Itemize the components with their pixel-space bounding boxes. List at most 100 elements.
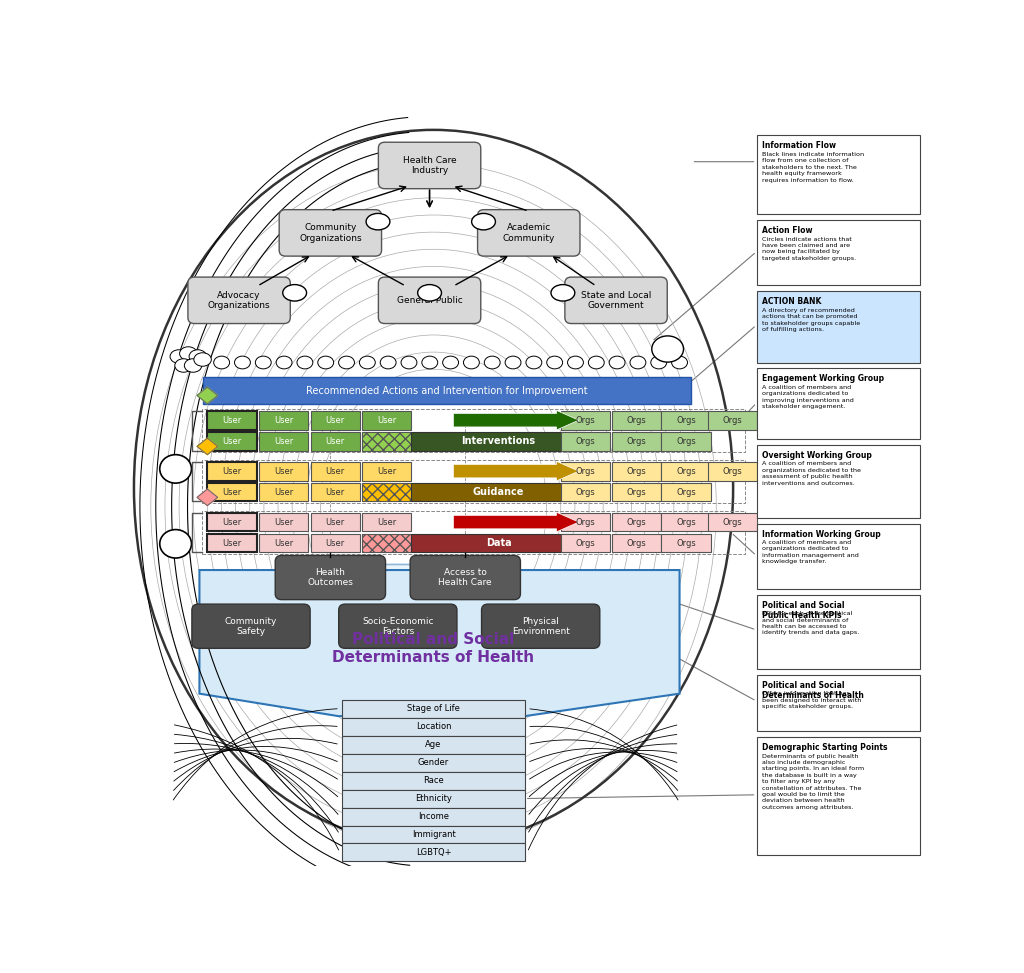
- Ellipse shape: [276, 356, 292, 369]
- FancyArrow shape: [454, 513, 579, 532]
- Bar: [560, 483, 609, 501]
- Bar: [362, 483, 412, 501]
- Text: User: User: [222, 437, 242, 446]
- Bar: [758, 369, 920, 439]
- Bar: [412, 432, 586, 450]
- Text: Recommended Actions and Intervention for Improvement: Recommended Actions and Intervention for…: [306, 386, 588, 396]
- FancyBboxPatch shape: [339, 604, 457, 648]
- Bar: [560, 534, 609, 553]
- Text: Community
Safety: Community Safety: [225, 617, 278, 636]
- Text: Determinants of public health
also include demographic
starting points. In an id: Determinants of public health also inclu…: [762, 753, 864, 810]
- Bar: [310, 513, 359, 531]
- Text: Orgs: Orgs: [627, 467, 646, 476]
- Bar: [202, 410, 745, 452]
- Bar: [662, 411, 711, 429]
- Bar: [342, 700, 525, 718]
- Ellipse shape: [505, 356, 521, 369]
- Bar: [560, 411, 609, 429]
- Ellipse shape: [317, 356, 334, 369]
- Text: Data: Data: [485, 538, 511, 548]
- Ellipse shape: [339, 356, 354, 369]
- Bar: [758, 595, 920, 668]
- Bar: [259, 411, 308, 429]
- Bar: [342, 718, 525, 736]
- Text: Orgs: Orgs: [575, 467, 595, 476]
- Ellipse shape: [526, 356, 542, 369]
- FancyBboxPatch shape: [379, 277, 480, 324]
- Text: Orgs: Orgs: [627, 487, 646, 496]
- FancyBboxPatch shape: [280, 209, 382, 256]
- Text: User: User: [326, 467, 345, 476]
- Bar: [342, 772, 525, 789]
- FancyBboxPatch shape: [481, 604, 600, 648]
- Bar: [207, 483, 257, 501]
- Text: Age: Age: [425, 740, 441, 749]
- Ellipse shape: [179, 346, 197, 360]
- Text: Political and Social
Public Health KPIs: Political and Social Public Health KPIs: [762, 600, 845, 620]
- Bar: [709, 513, 758, 531]
- Text: Orgs: Orgs: [676, 467, 695, 476]
- Text: User: User: [222, 415, 242, 424]
- Ellipse shape: [255, 356, 271, 369]
- Bar: [342, 825, 525, 844]
- Text: LGBTQ+: LGBTQ+: [416, 848, 452, 857]
- Text: Orgs: Orgs: [575, 539, 595, 548]
- Text: A directory of recommended
actions that can be promoted
to stakeholder groups ca: A directory of recommended actions that …: [762, 307, 860, 332]
- Text: Orgs: Orgs: [676, 437, 695, 446]
- Text: User: User: [274, 437, 293, 446]
- Ellipse shape: [283, 284, 306, 301]
- Text: Oversight Working Group: Oversight Working Group: [762, 450, 872, 460]
- Ellipse shape: [184, 359, 202, 373]
- FancyBboxPatch shape: [411, 556, 520, 599]
- Text: Orgs: Orgs: [575, 487, 595, 496]
- Bar: [207, 462, 257, 481]
- Bar: [758, 135, 920, 214]
- Ellipse shape: [170, 349, 187, 363]
- Ellipse shape: [589, 356, 604, 369]
- Text: User: User: [274, 467, 293, 476]
- Text: User: User: [326, 539, 345, 548]
- Bar: [202, 511, 745, 554]
- Ellipse shape: [609, 356, 625, 369]
- Text: User: User: [326, 437, 345, 446]
- Text: Orgs: Orgs: [575, 415, 595, 424]
- Text: Information Flow: Information Flow: [762, 141, 836, 151]
- Text: User: User: [377, 518, 396, 526]
- Text: Orgs: Orgs: [575, 437, 595, 446]
- Bar: [612, 534, 662, 553]
- Text: Political and Social
Determinants of Health: Political and Social Determinants of Hea…: [762, 681, 864, 701]
- FancyBboxPatch shape: [188, 277, 290, 324]
- Bar: [310, 432, 359, 450]
- FancyArrow shape: [454, 461, 579, 481]
- Text: User: User: [326, 518, 345, 526]
- Text: Health Care
Industry: Health Care Industry: [402, 156, 457, 175]
- Polygon shape: [197, 387, 218, 404]
- Text: ACTION BANK: ACTION BANK: [762, 298, 821, 306]
- Bar: [310, 483, 359, 501]
- Text: Orgs: Orgs: [676, 487, 695, 496]
- Text: Stage of Life: Stage of Life: [408, 704, 460, 713]
- Text: Orgs: Orgs: [723, 518, 742, 526]
- Text: Gender: Gender: [418, 758, 450, 767]
- Text: Orgs: Orgs: [627, 539, 646, 548]
- Bar: [758, 523, 920, 589]
- Bar: [612, 462, 662, 481]
- Bar: [202, 460, 745, 503]
- Bar: [310, 462, 359, 481]
- Text: Physical
Environment: Physical Environment: [512, 617, 569, 636]
- Bar: [204, 378, 691, 405]
- Ellipse shape: [567, 356, 584, 369]
- FancyBboxPatch shape: [477, 209, 580, 256]
- Bar: [758, 445, 920, 518]
- Text: User: User: [326, 415, 345, 424]
- Bar: [560, 432, 609, 450]
- Text: User: User: [377, 415, 396, 424]
- Text: Demographic Starting Points: Demographic Starting Points: [762, 743, 888, 752]
- Text: Orgs: Orgs: [575, 518, 595, 526]
- Text: User: User: [222, 518, 242, 526]
- Ellipse shape: [401, 356, 417, 369]
- Bar: [342, 844, 525, 861]
- Ellipse shape: [380, 356, 396, 369]
- Text: Political and Social
Determinants of Health: Political and Social Determinants of Hea…: [333, 632, 535, 665]
- FancyBboxPatch shape: [275, 556, 385, 599]
